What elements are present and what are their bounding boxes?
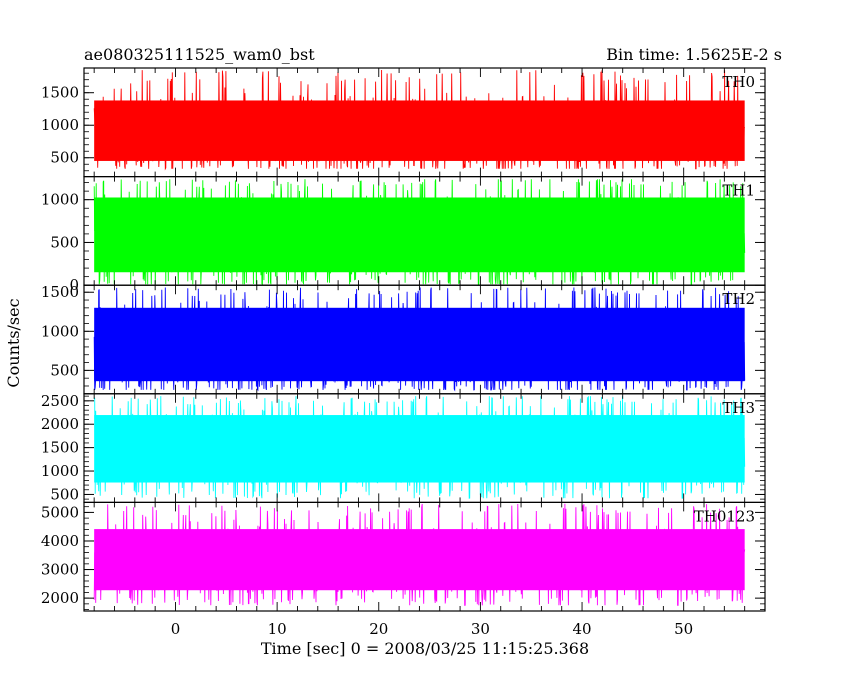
series-line-th0123 <box>93 503 746 606</box>
panel-th3: 500 1000 1500 2000 2500 TH3 <box>41 392 766 503</box>
y-tick-label: 2500 <box>41 392 79 410</box>
panel-tag: TH0 <box>722 73 755 91</box>
x-tick-label: 30 <box>471 620 490 638</box>
y-tick-label: 500 <box>50 149 79 167</box>
y-tick-label: 2000 <box>41 589 79 607</box>
y-tick-label: 1500 <box>41 84 79 102</box>
x-axis-label: Time [sec] 0 = 2008/03/25 11:15:25.368 <box>261 639 589 658</box>
y-tick-label: 2000 <box>41 415 79 433</box>
y-tick-label: 1500 <box>41 439 79 457</box>
chart-title: ae080325111525_wam0_bst <box>84 45 315 64</box>
panel-tag: TH3 <box>722 399 755 417</box>
series-line-th3 <box>93 396 746 499</box>
series-line-th0 <box>93 69 746 171</box>
x-tick-label: 0 <box>171 620 181 638</box>
y-axis-label: Counts/sec <box>4 298 23 387</box>
panel-th0: 500 1000 1500 TH0 <box>41 67 766 178</box>
panel-th0123: 2000 3000 4000 5000 TH0123 <box>41 501 766 612</box>
y-tick-label: 1000 <box>41 191 79 209</box>
series-line-th2 <box>93 287 746 392</box>
y-tick-label: 500 <box>50 233 79 251</box>
y-tick-label: 500 <box>50 485 79 503</box>
y-tick-label: 5000 <box>41 503 79 521</box>
panel-tag: TH1 <box>722 182 755 200</box>
y-tick-label: 1000 <box>41 116 79 134</box>
bin-time-label: Bin time: 1.5625E-2 s <box>606 45 782 64</box>
x-tick-label: 50 <box>674 620 693 638</box>
y-tick-label: 0 <box>69 276 79 294</box>
y-tick-label: 500 <box>50 361 79 379</box>
panel-tag: TH2 <box>722 290 755 308</box>
y-tick-label: 1000 <box>41 462 79 480</box>
series-line-th1 <box>93 179 746 285</box>
y-tick-label: 1500 <box>41 283 79 301</box>
x-tick-label: 20 <box>369 620 388 638</box>
x-tick-label: 10 <box>268 620 287 638</box>
panel-th2: 500 1000 1500 TH2 <box>41 283 766 395</box>
y-tick-label: 4000 <box>41 532 79 550</box>
y-tick-label: 1000 <box>41 322 79 340</box>
y-tick-label: 3000 <box>41 561 79 579</box>
panel-frame <box>83 501 766 612</box>
x-tick-label: 40 <box>572 620 591 638</box>
panel-tag: TH0123 <box>694 507 755 525</box>
panel-th1: 0 500 1000 TH1 <box>41 176 766 294</box>
